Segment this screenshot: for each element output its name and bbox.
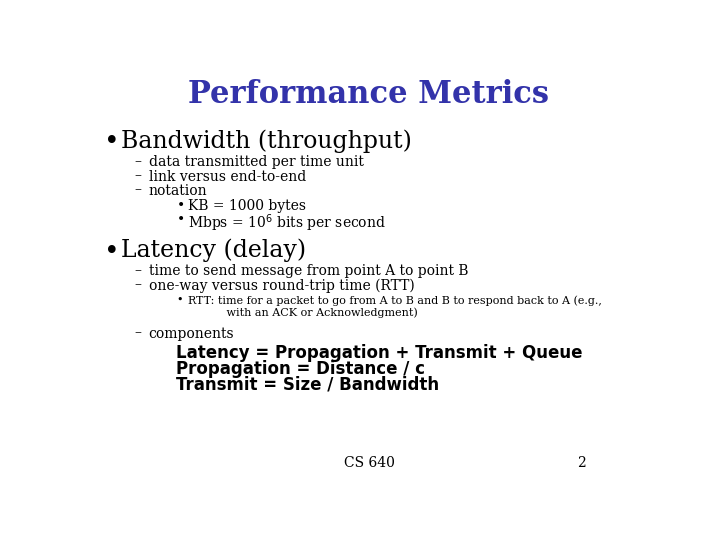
Text: Bandwidth (throughput): Bandwidth (throughput) xyxy=(121,129,412,153)
Text: components: components xyxy=(148,327,234,341)
Text: Latency = Propagation + Transmit + Queue: Latency = Propagation + Transmit + Queue xyxy=(176,344,583,362)
Text: notation: notation xyxy=(148,184,207,198)
Text: •: • xyxy=(104,129,120,154)
Text: data transmitted per time unit: data transmitted per time unit xyxy=(148,156,364,170)
Text: KB = 1000 bytes: KB = 1000 bytes xyxy=(188,199,306,213)
Text: Propagation = Distance / c: Propagation = Distance / c xyxy=(176,360,426,378)
Text: Transmit = Size / Bandwidth: Transmit = Size / Bandwidth xyxy=(176,376,440,394)
Text: Performance Metrics: Performance Metrics xyxy=(189,79,549,110)
Text: Mbps = 10$^{6}$ bits per second: Mbps = 10$^{6}$ bits per second xyxy=(188,213,385,234)
Text: time to send message from point A to point B: time to send message from point A to poi… xyxy=(148,265,468,279)
Text: –: – xyxy=(135,263,142,277)
Text: –: – xyxy=(135,326,142,340)
Text: link versus end-to-end: link versus end-to-end xyxy=(148,170,306,184)
Text: •: • xyxy=(176,295,183,305)
Text: •: • xyxy=(104,239,120,264)
Text: Latency (delay): Latency (delay) xyxy=(121,239,306,262)
Text: –: – xyxy=(135,183,142,197)
Text: –: – xyxy=(135,277,142,291)
Text: one-way versus round-trip time (RTT): one-way versus round-trip time (RTT) xyxy=(148,279,414,293)
Text: •: • xyxy=(176,199,185,213)
Text: 2: 2 xyxy=(577,456,585,470)
Text: CS 640: CS 640 xyxy=(343,456,395,470)
Text: –: – xyxy=(135,168,142,183)
Text: •: • xyxy=(176,213,185,227)
Text: –: – xyxy=(135,154,142,168)
Text: RTT: time for a packet to go from A to B and B to respond back to A (e.g.,
     : RTT: time for a packet to go from A to B… xyxy=(188,295,601,318)
